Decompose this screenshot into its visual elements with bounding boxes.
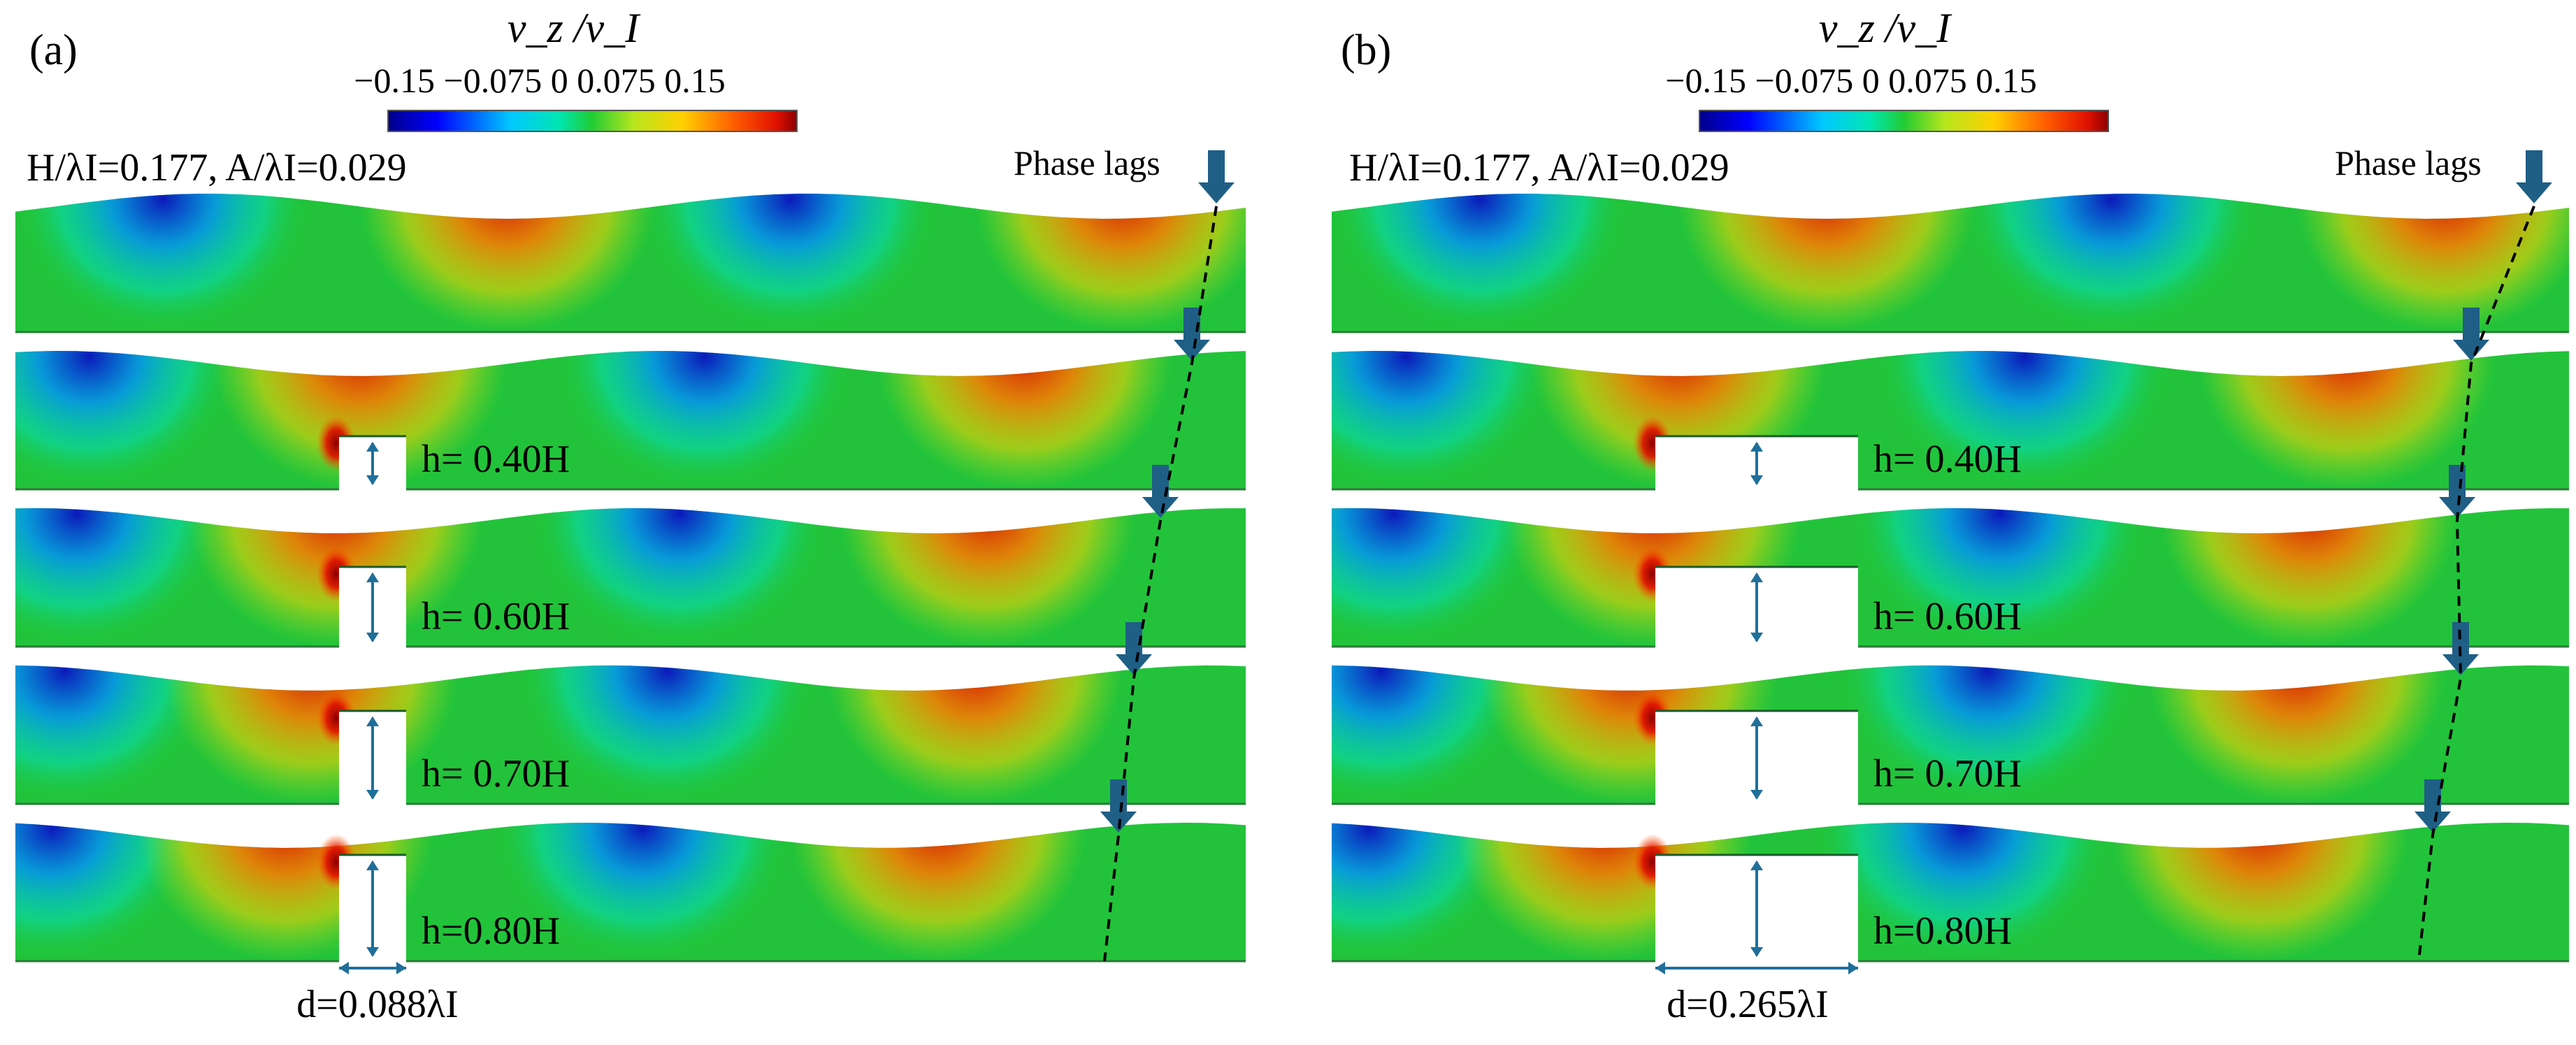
phase-lag-line: [1103, 206, 1218, 962]
panel-b-gap-label: d=0.265λI: [1667, 983, 1828, 1026]
negative-velocity-lobe: [15, 665, 213, 804]
panel-b-tag: (b): [1341, 27, 1391, 74]
panel-a-field-rows: h= 0.40H h= 0.60H h= 0.70H h=0.80H: [15, 150, 1246, 974]
depth-arrowhead: [1750, 716, 1763, 726]
depth-arrowhead: [1750, 572, 1763, 582]
depth-arrowhead: [366, 475, 379, 485]
phase-lag-arrowhead: [1174, 340, 1210, 361]
negative-velocity-lobe: [1839, 665, 2136, 804]
negative-velocity-lobe: [1332, 194, 1629, 332]
panel-a-tag: (a): [29, 27, 78, 74]
panel-b-params: H/λI=0.177, A/λI=0.029: [1349, 146, 1729, 189]
depth-label: h= 0.70H: [422, 752, 570, 795]
gap-width-arrowhead: [339, 962, 349, 974]
phase-lag-arrowhead: [1198, 182, 1235, 203]
panel-b-colorbar: [1699, 110, 2109, 132]
gap-width-arrowhead: [1848, 962, 1858, 974]
depth-arrowhead: [366, 633, 379, 642]
panel-a-phase-lags-label: Phase lags: [1014, 143, 1160, 182]
panel-b-field-rows: h= 0.40H h= 0.60H h= 0.70H h=0.80H: [1332, 150, 2569, 974]
depth-arrowhead: [366, 860, 379, 870]
negative-velocity-lobe: [495, 823, 791, 961]
negative-velocity-lobe: [1332, 351, 1555, 489]
depth-arrowhead: [1750, 442, 1763, 452]
phase-lag-arrowhead: [2516, 182, 2552, 203]
depth-arrowhead: [1750, 947, 1763, 957]
field-row: h= 0.60H: [15, 465, 1246, 648]
field-row: [1332, 150, 2569, 333]
phase-lag-arrowhead: [1142, 497, 1179, 518]
negative-velocity-lobe: [642, 194, 939, 332]
depth-arrowhead: [1750, 790, 1763, 800]
phase-lag-arrow: [1110, 779, 1127, 813]
gap-width-arrowhead: [396, 962, 406, 974]
gap-width-arrowhead: [1655, 962, 1665, 974]
depth-label: h= 0.40H: [422, 438, 570, 481]
panel-a-colorbar-title: v_z /v_I: [508, 5, 641, 51]
negative-velocity-lobe: [1962, 194, 2260, 332]
positive-velocity-lobe: [1678, 194, 1976, 332]
positive-velocity-lobe: [359, 194, 656, 332]
negative-velocity-lobe: [556, 351, 852, 489]
depth-label: h= 0.70H: [1873, 752, 2022, 795]
negative-velocity-lobe: [532, 508, 828, 647]
panel-b-colorbar-ticks: −0.15 −0.075 0 0.075 0.15: [1665, 61, 2036, 100]
depth-label: h= 0.40H: [1873, 438, 2022, 481]
depth-arrowhead: [1750, 860, 1763, 870]
field-row: [15, 150, 1246, 333]
depth-arrowhead: [1750, 633, 1763, 642]
negative-velocity-lobe: [1851, 508, 2149, 647]
panel-a-colorbar: [387, 110, 798, 132]
depth-arrowhead: [366, 442, 379, 452]
depth-arrowhead: [366, 716, 379, 726]
depth-label: h=0.80H: [422, 909, 560, 953]
phase-lag-arrowhead: [2439, 497, 2475, 518]
phase-lag-arrowhead: [2453, 340, 2489, 361]
phase-lag-arrowhead: [1116, 654, 1152, 675]
depth-label: h= 0.60H: [1873, 595, 2022, 638]
positive-velocity-lobe: [974, 194, 1246, 332]
depth-arrowhead: [1750, 475, 1763, 485]
panel-a-params: H/λI=0.177, A/λI=0.029: [27, 146, 407, 189]
negative-velocity-lobe: [15, 351, 237, 489]
phase-lag-arrow: [2463, 308, 2480, 341]
negative-velocity-lobe: [15, 508, 225, 647]
depth-arrowhead: [366, 790, 379, 800]
panel-b-colorbar-title: v_z /v_I: [1819, 5, 1952, 51]
phase-lag-arrow: [1208, 150, 1225, 184]
negative-velocity-lobe: [1814, 823, 2112, 961]
negative-velocity-lobe: [1332, 665, 1530, 804]
phase-lag-arrow: [2526, 150, 2542, 184]
negative-velocity-lobe: [1876, 351, 2173, 489]
negative-velocity-lobe: [15, 823, 200, 961]
negative-velocity-lobe: [1332, 823, 1518, 961]
panel-b: (b) v_z /v_I −0.15 −0.075 0 0.075 0.15 H…: [1332, 5, 2569, 1026]
depth-label: h= 0.60H: [422, 595, 570, 638]
negative-velocity-lobe: [1332, 508, 1542, 647]
negative-velocity-lobe: [519, 665, 815, 804]
negative-velocity-lobe: [15, 194, 311, 332]
phase-lag-arrowhead: [2415, 812, 2451, 833]
depth-arrowhead: [366, 947, 379, 957]
phase-lag-line: [2417, 206, 2535, 962]
panel-b-phase-lags-label: Phase lags: [2335, 143, 2482, 182]
panel-a: (a) v_z /v_I −0.15 −0.075 0 0.075 0.15 H…: [15, 5, 1246, 1026]
panel-a-gap-label: d=0.088λI: [296, 983, 458, 1026]
depth-arrowhead: [366, 572, 379, 582]
panel-a-colorbar-ticks: −0.15 −0.075 0 0.075 0.15: [354, 61, 725, 100]
depth-label: h=0.80H: [1873, 909, 2012, 953]
